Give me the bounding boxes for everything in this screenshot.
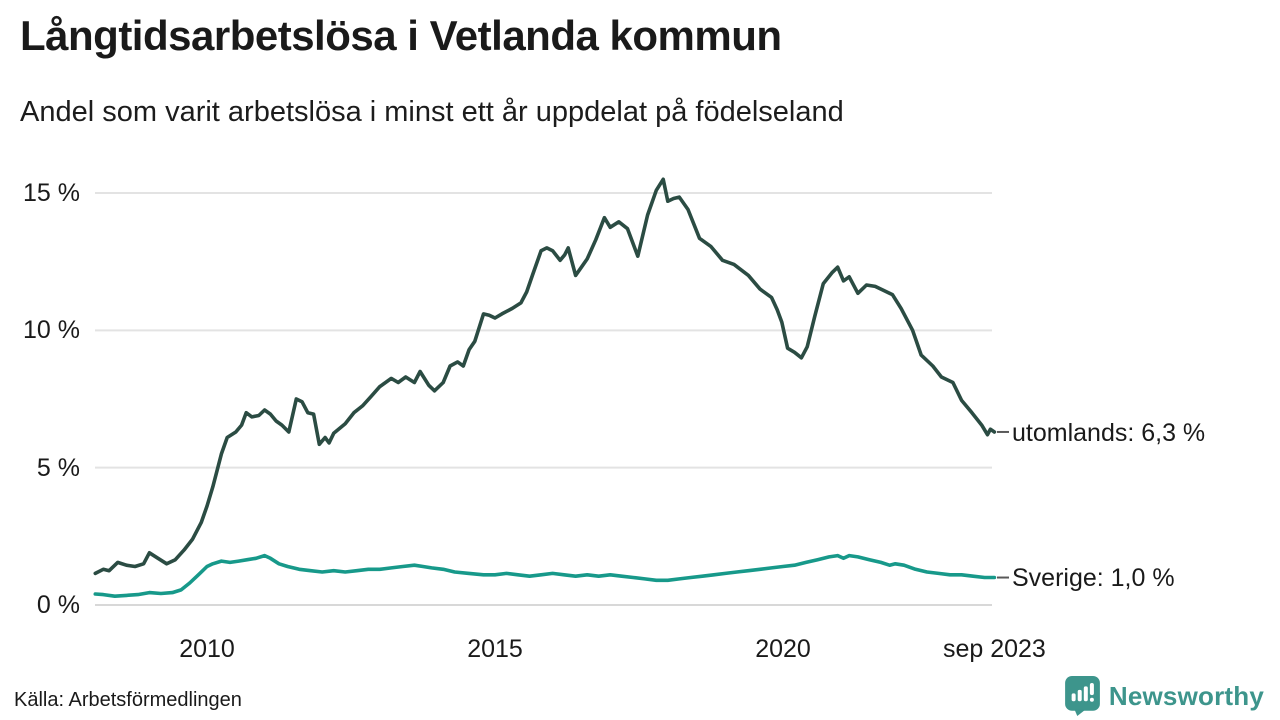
chart-subtitle: Andel som varit arbetslösa i minst ett å… [20,96,844,128]
x-tick-label-2020: 2020 [755,635,811,663]
source-caption: Källa: Arbetsförmedlingen [14,689,242,711]
x-tick-label-sep-2023: sep 2023 [942,635,1046,663]
page-title: Långtidsarbetslösa i Vetlanda kommun [20,12,782,59]
y-tick-label-5: 5 % [36,453,80,482]
y-tick-label-15: 15 % [23,179,80,207]
series-label-utomlands: utomlands: 6,3 % [1012,419,1206,447]
series-line-utomlands [93,177,997,576]
newsworthy-wordmark: Newsworthy [1108,680,1264,711]
x-tick-label-2010: 2010 [179,635,235,663]
y-tick-label-0: 0 % [36,591,80,619]
newsworthy-logo: Newsworthy [1064,676,1264,716]
newsworthy-icon [1064,676,1100,716]
x-tick-label-2015: 2015 [467,635,523,663]
series-label-sverige: Sverige: 1,0 % [1012,564,1175,592]
series-line-sverige [93,553,997,599]
y-tick-label-10: 10 % [23,316,80,345]
